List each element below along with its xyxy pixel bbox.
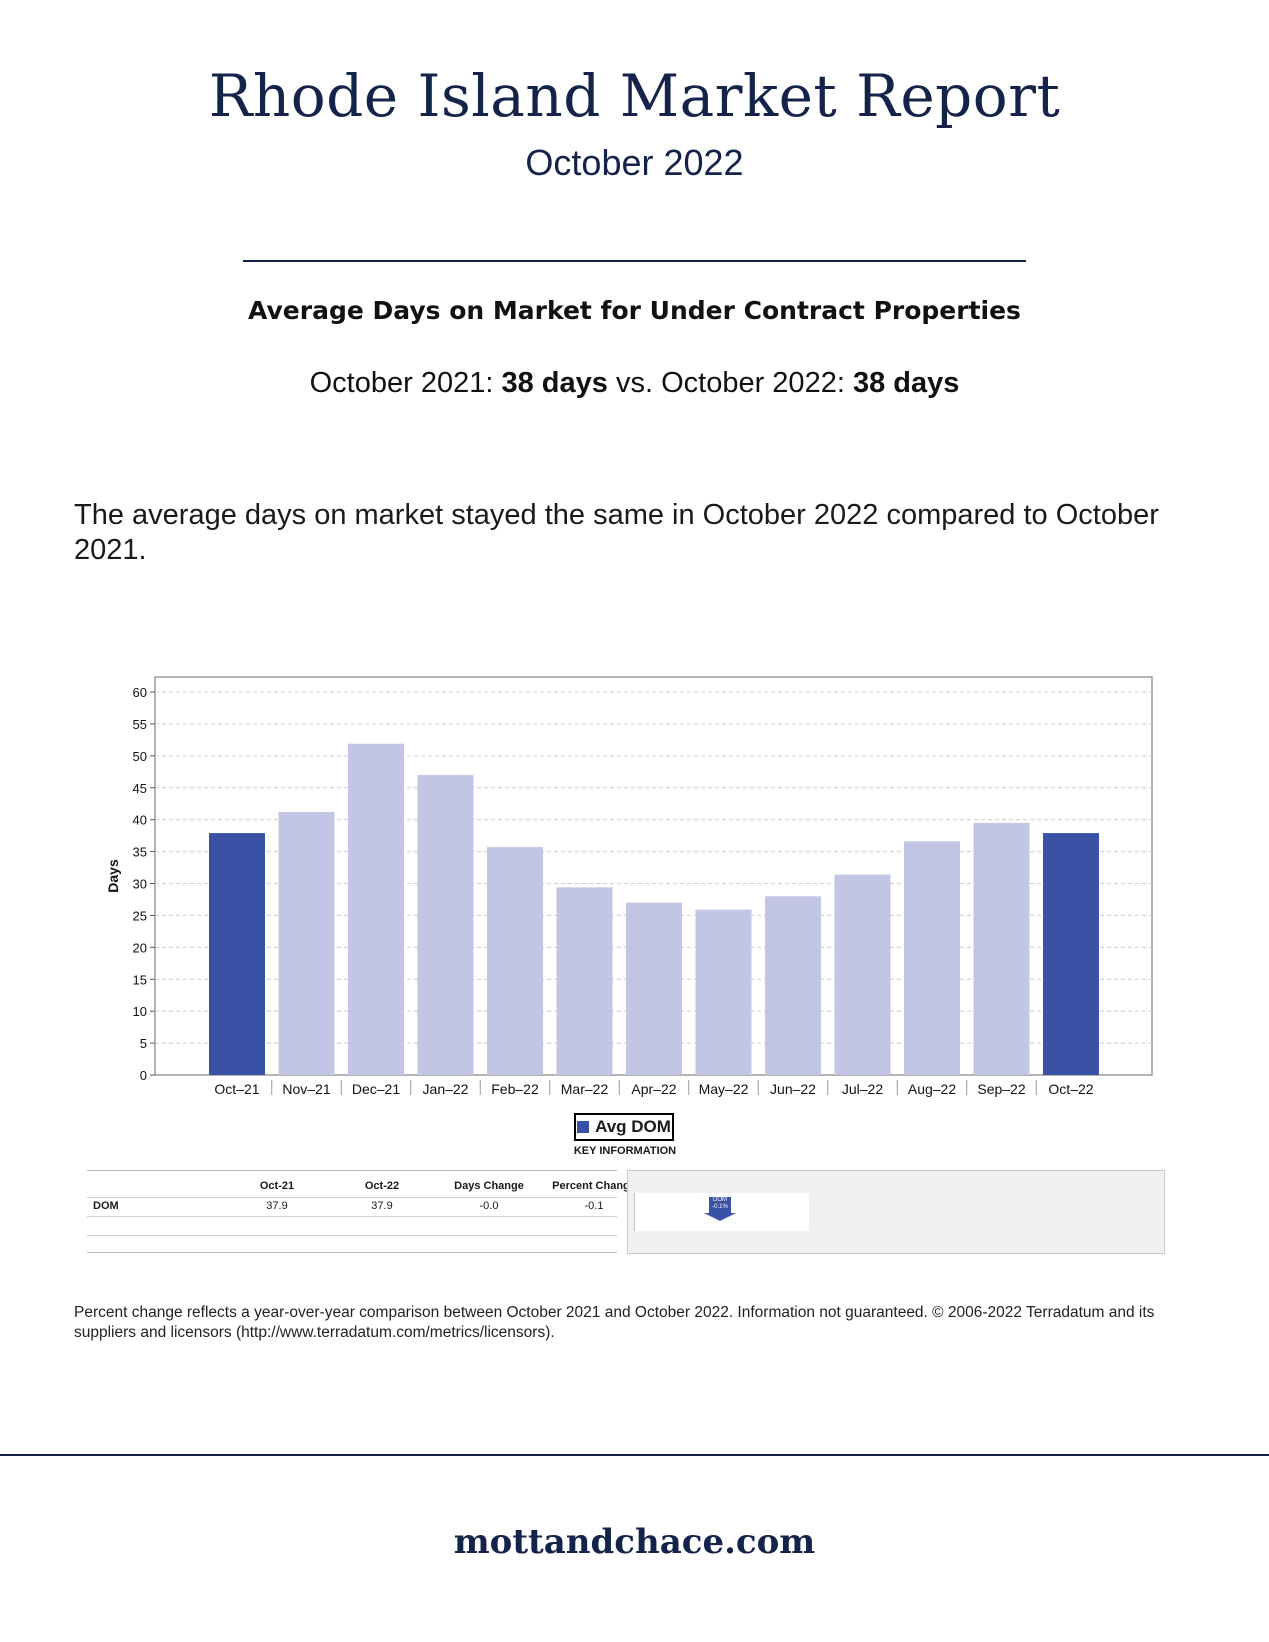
bar-7 — [626, 902, 682, 1075]
bar-11 — [904, 841, 960, 1075]
bar-13 — [1043, 833, 1099, 1075]
change-indicator-panel: DOM -0.1% — [627, 1170, 1165, 1254]
table-bottom-rule — [87, 1252, 617, 1253]
summary-text: The average days on market stayed the sa… — [74, 499, 1159, 566]
down-arrow-tip-icon — [704, 1213, 736, 1221]
footer-website: mottandchace.com — [453, 1522, 816, 1562]
chart-legend: Avg DOM — [574, 1113, 674, 1141]
bar-1 — [209, 833, 265, 1075]
x-tick-label: Aug–22 — [908, 1081, 956, 1097]
x-tick-label: Jul–22 — [842, 1081, 883, 1097]
bar-3 — [348, 743, 404, 1075]
y-tick-label: 15 — [133, 972, 147, 987]
key-information-title: KEY INFORMATION — [573, 1145, 677, 1157]
table-header-percent-change: Percent Change — [552, 1180, 636, 1192]
y-tick-label: 50 — [133, 749, 147, 764]
bar-2 — [278, 812, 335, 1075]
table-row-rule — [87, 1216, 617, 1217]
x-tick-label: Jan–22 — [423, 1081, 469, 1097]
footer-divider — [0, 1454, 1269, 1456]
y-tick-label: 25 — [133, 908, 147, 923]
y-tick-label: 10 — [133, 1004, 147, 1019]
report-title: Rhode Island Market Report — [208, 62, 1061, 130]
legend-swatch — [577, 1121, 590, 1133]
table-empty-rule — [87, 1235, 617, 1236]
y-axis-label: Days — [105, 859, 121, 893]
comparison-line: October 2021: 38 days vs. October 2022: … — [0, 367, 1269, 400]
report-subtitle: October 2022 — [525, 142, 744, 183]
bar-10 — [834, 874, 891, 1075]
down-arrow-icon: DOM -0.1% — [709, 1197, 731, 1213]
compare-vs: vs. — [615, 367, 654, 399]
footnote: Percent change reflects a year-over-year… — [74, 1304, 1155, 1341]
table-cell-days-change: -0.0 — [479, 1200, 499, 1212]
x-tick-label: Mar–22 — [561, 1081, 609, 1097]
x-tick-label: Feb–22 — [491, 1081, 539, 1097]
y-tick-label: 35 — [133, 845, 147, 860]
table-header-rule — [87, 1197, 617, 1198]
bar-6 — [556, 887, 613, 1075]
section-heading: Average Days on Market for Under Contrac… — [248, 296, 1021, 325]
compare-value-2021: 38 days — [501, 367, 608, 399]
y-tick-label: 5 — [140, 1036, 147, 1051]
y-tick-label: 45 — [133, 781, 147, 796]
bar-4 — [417, 774, 474, 1075]
table-top-rule — [87, 1170, 617, 1171]
compare-label-2022: October 2022: — [661, 367, 845, 399]
indicator-value: -0.1% — [712, 1204, 728, 1210]
y-tick-label: 30 — [133, 877, 147, 892]
table-header-oct21: Oct-21 — [259, 1180, 295, 1192]
header-divider — [243, 260, 1026, 262]
compare-label-2021: October 2021: — [309, 367, 494, 399]
bar-9 — [765, 896, 821, 1075]
bar-5 — [487, 847, 543, 1075]
x-tick-label: Oct–21 — [214, 1081, 259, 1097]
x-tick-label: Oct–22 — [1048, 1081, 1093, 1097]
table-row-label: DOM — [93, 1200, 119, 1212]
y-tick-label: 0 — [140, 1068, 147, 1083]
x-tick-label: Apr–22 — [631, 1081, 676, 1097]
x-tick-label: Dec–21 — [352, 1081, 400, 1097]
legend-label: Avg DOM — [595, 1117, 671, 1136]
x-tick-label: Nov–21 — [282, 1081, 330, 1097]
table-header-oct22: Oct-22 — [364, 1180, 400, 1192]
table-cell-oct21: 37.9 — [266, 1200, 288, 1212]
table-cell-oct22: 37.9 — [371, 1200, 393, 1212]
compare-value-2022: 38 days — [852, 367, 960, 399]
table-cell-percent-change: -0.1 — [584, 1200, 604, 1212]
y-tick-label: 55 — [133, 717, 147, 732]
days-on-market-chart: 0 5 10 15 20 25 30 35 40 45 50 55 60 Days Oct–21 Nov–21… — [105, 676, 1153, 1097]
y-tick-label: 60 — [133, 685, 147, 700]
change-indicator-cell: DOM -0.1% — [634, 1193, 809, 1231]
bar-12 — [973, 822, 1030, 1075]
table-header-days-change: Days Change — [454, 1180, 524, 1192]
y-tick-label: 40 — [133, 813, 147, 828]
y-tick-label: 20 — [133, 940, 147, 955]
x-tick-label: Sep–22 — [977, 1081, 1025, 1097]
bar-8 — [695, 909, 752, 1075]
indicator-label: DOM — [713, 1197, 727, 1203]
x-tick-label: Jun–22 — [770, 1081, 816, 1097]
x-tick-label: May–22 — [699, 1081, 749, 1097]
